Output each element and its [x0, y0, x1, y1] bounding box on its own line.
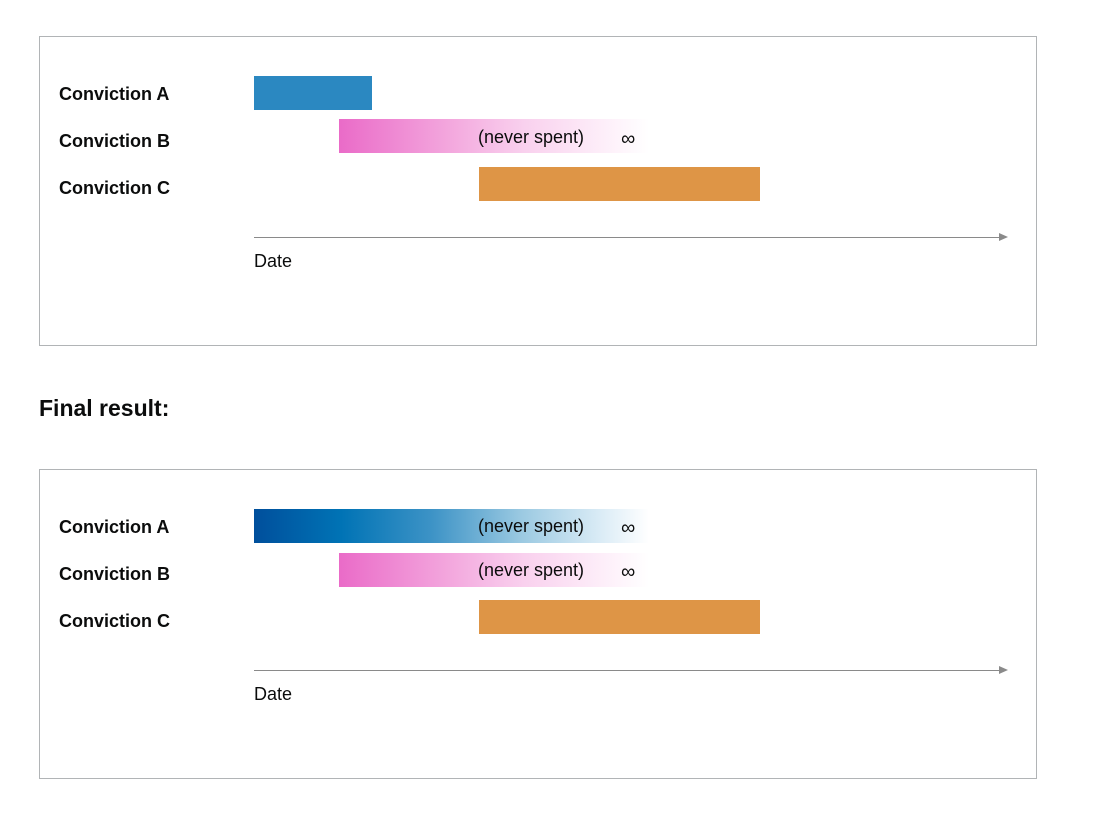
never-spent-label: (never spent) — [478, 516, 585, 536]
conviction-b-bar — [339, 553, 649, 587]
final-result-heading: Final result: — [39, 395, 170, 421]
infinity-symbol: ∞ — [621, 128, 636, 150]
infinity-symbol: ∞ — [621, 561, 636, 583]
date-axis-line — [254, 237, 1000, 238]
never-spent-label: (never spent) — [478, 560, 585, 580]
date-axis-line — [254, 670, 1000, 671]
timeline-diagram-final: Conviction A (never spent) ∞ Conviction … — [39, 469, 1037, 779]
conviction-c-bar — [479, 600, 760, 634]
row-label-conviction-a: Conviction A — [59, 517, 170, 537]
row-label-conviction-c: Conviction C — [59, 611, 170, 631]
conviction-a-bar — [254, 76, 372, 110]
row-label-conviction-c: Conviction C — [59, 178, 170, 198]
row-label-conviction-b: Conviction B — [59, 564, 170, 584]
conviction-c-bar — [479, 167, 760, 201]
timeline-diagram-initial: Conviction A Conviction B (never spent) … — [39, 36, 1037, 346]
never-spent-label: (never spent) — [478, 127, 585, 147]
date-axis-label: Date — [254, 684, 293, 704]
row-label-conviction-b: Conviction B — [59, 131, 170, 151]
infinity-symbol: ∞ — [621, 517, 636, 539]
row-label-conviction-a: Conviction A — [59, 84, 170, 104]
conviction-a-bar — [254, 509, 649, 543]
date-axis-label: Date — [254, 251, 293, 271]
axis-arrow-icon — [999, 233, 1008, 241]
conviction-b-bar — [339, 119, 649, 153]
axis-arrow-icon — [999, 666, 1008, 674]
